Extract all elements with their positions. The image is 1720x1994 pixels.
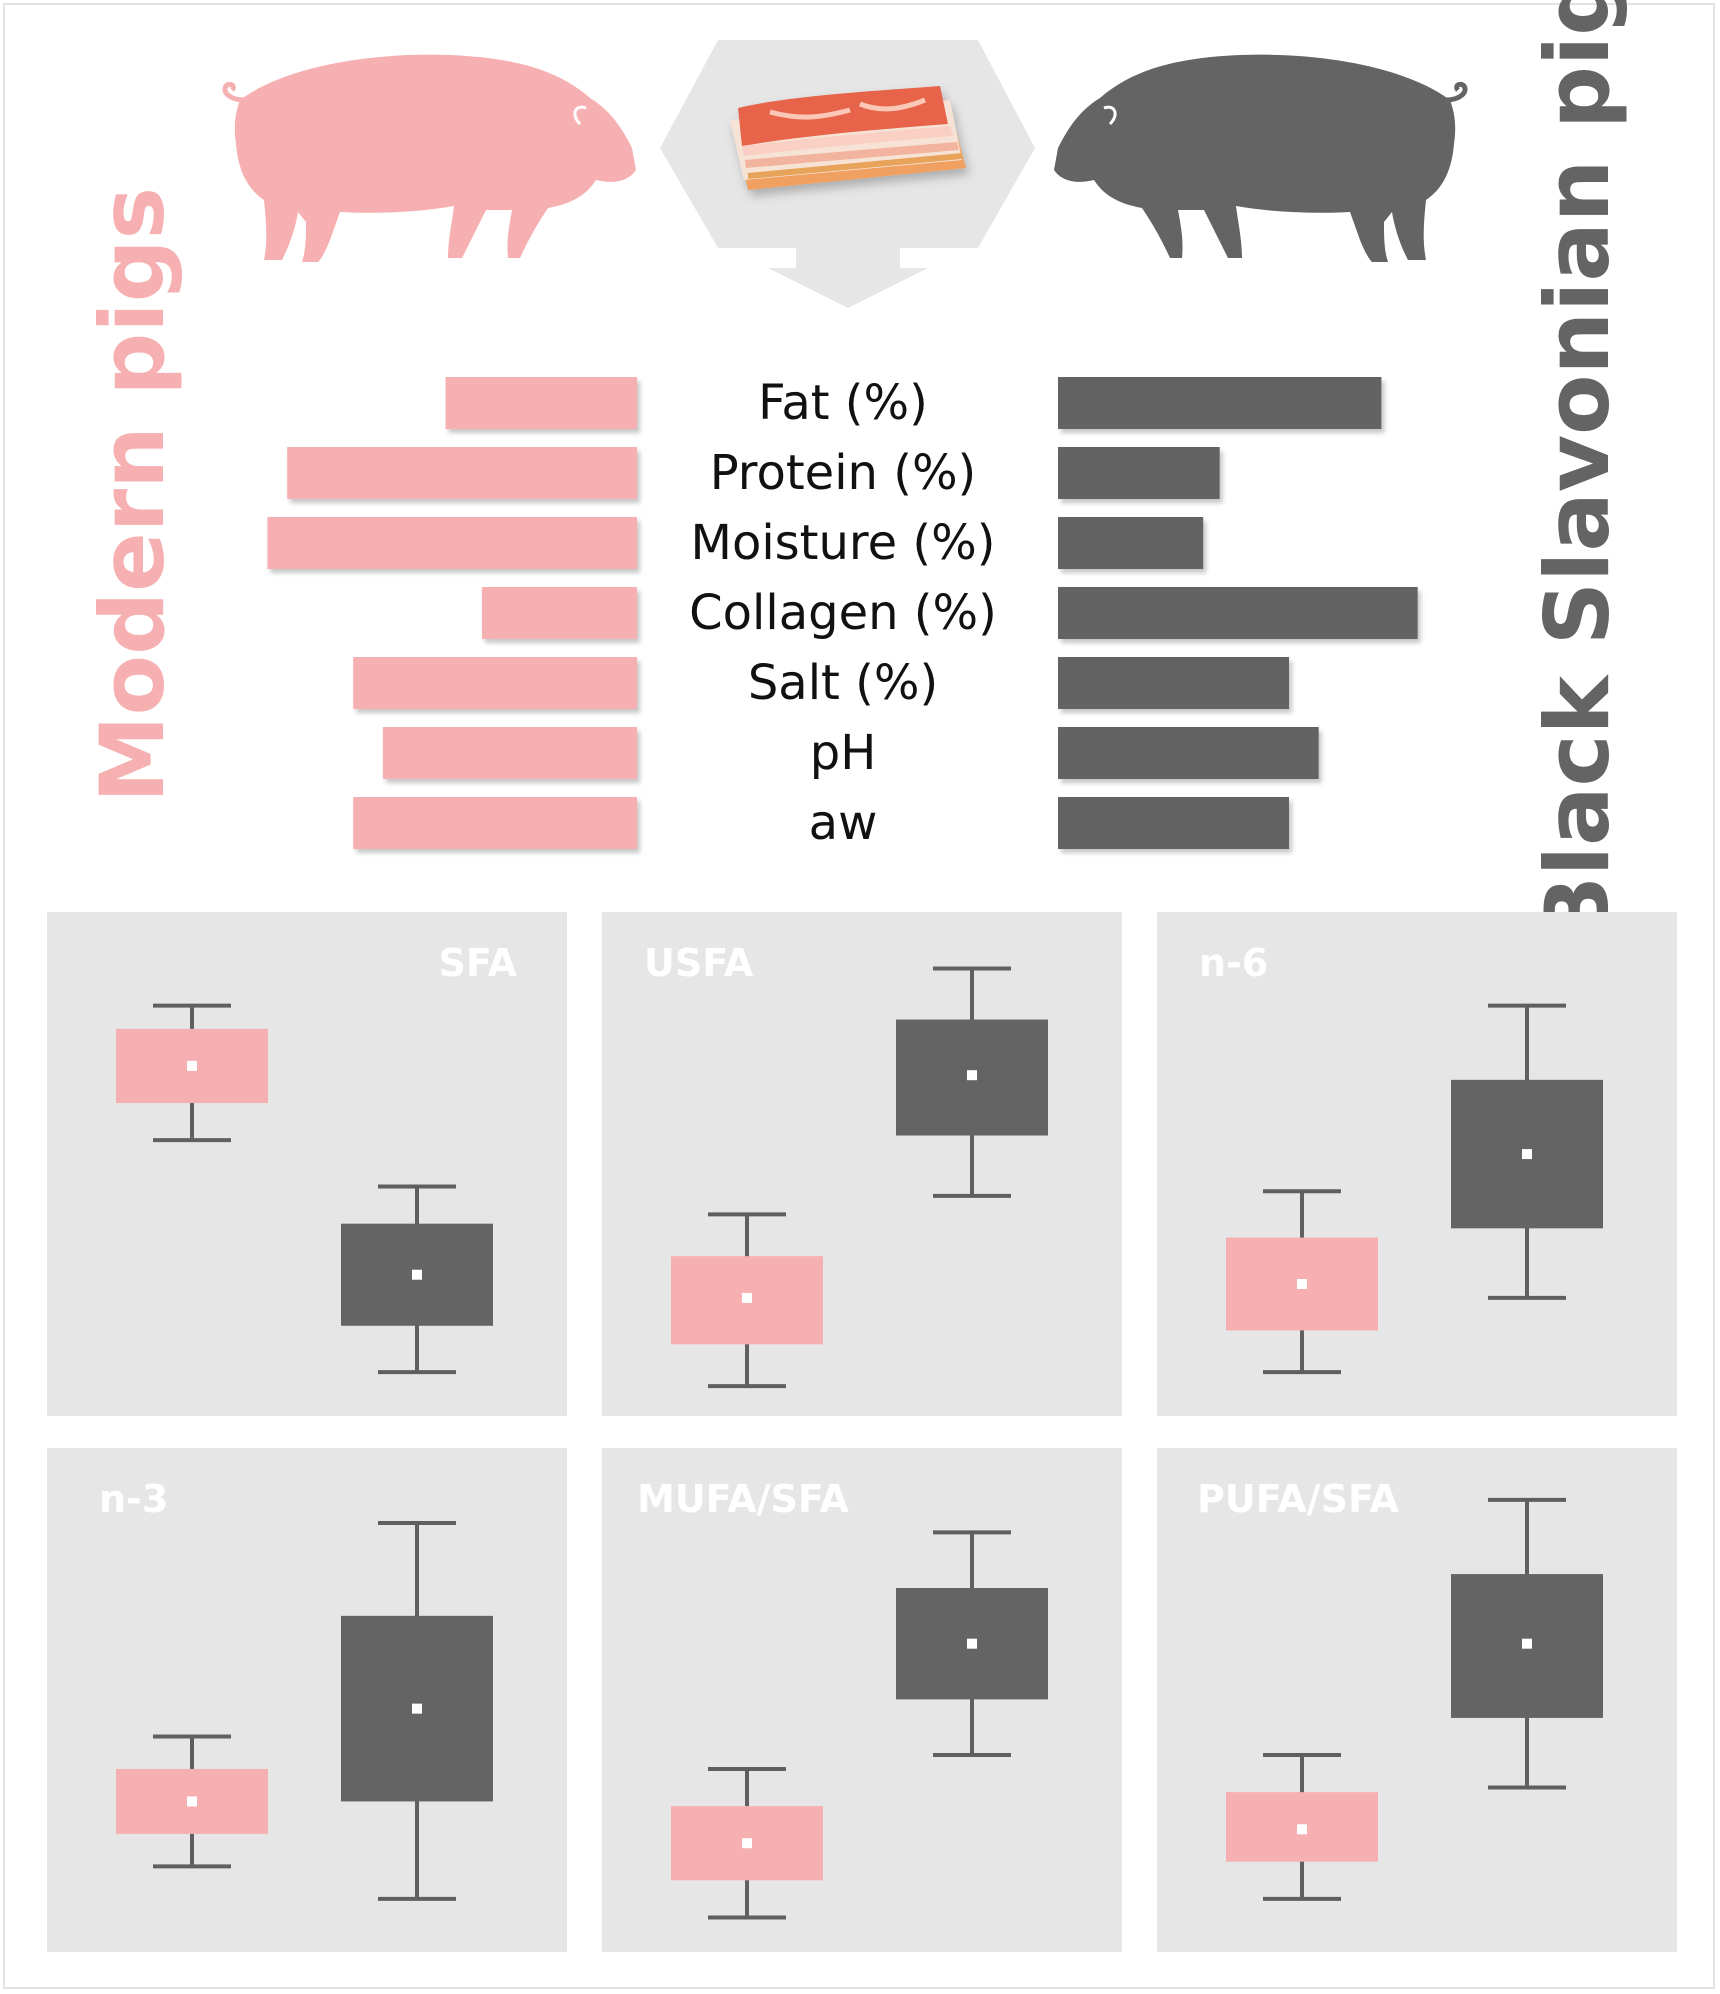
black-slavonian-label: Black Slavonian pig [1526,0,1629,943]
bar-black-slavonian [1058,657,1289,709]
median-marker [1522,1638,1532,1649]
median-marker [412,1269,422,1280]
panel-title: MUFA/SFA [637,1477,850,1521]
median-marker [1297,1824,1307,1835]
box-modern [1226,1753,1378,1901]
box-modern [116,1734,268,1869]
category-label: pH [810,725,877,781]
box-modern [116,1003,268,1143]
bar-modern [267,517,637,569]
bar-black-slavonian [1058,727,1319,779]
median-marker [1522,1149,1532,1160]
median-marker [1297,1279,1307,1289]
category-label: Salt (%) [748,655,938,711]
bar-black-slavonian [1058,517,1204,569]
boxplot-panel: n-3 [47,1448,567,1952]
median-marker [967,1070,977,1081]
category-label: Fat (%) [758,375,928,431]
category-label: Moisture (%) [691,515,996,571]
boxplot-panel: MUFA/SFA [602,1448,1122,1952]
category-label: Protein (%) [710,445,977,501]
category-label: aw [809,795,878,851]
boxplot-panel: USFA [602,912,1122,1416]
box-modern [671,1766,823,1920]
bar-modern [382,727,637,779]
median-marker [967,1638,977,1649]
bar-black-slavonian [1058,797,1289,849]
bar-modern [353,797,637,849]
panel-background [47,912,567,1416]
bar-black-slavonian [1058,377,1382,429]
median-marker [187,1060,197,1071]
bar-modern [353,657,637,709]
median-marker [187,1796,197,1807]
butterfly-bar-chart: Fat (%) Protein (%) Moisture (%) Collagen (… [267,375,1418,851]
panel-title: n-6 [1199,941,1268,985]
bar-modern [481,587,637,639]
median-marker [742,1838,752,1849]
panel-title: PUFA/SFA [1197,1477,1400,1521]
bar-modern [287,447,637,499]
boxplot-panels: SFA USFA n-6 n-3 MUFA/SFA PUFA/SFA [47,912,1677,1952]
boxplot-panel: PUFA/SFA [1157,1448,1677,1952]
modern-pigs-label: Modern pigs [81,187,184,803]
box-black-slavonian [1451,1497,1603,1790]
panel-title: USFA [644,941,754,985]
median-marker [412,1703,422,1714]
box-black-slavonian [896,1530,1048,1758]
pig-icon [1054,54,1468,262]
boxplot-panel: n-6 [1157,912,1677,1416]
box-modern [671,1212,823,1389]
bar-black-slavonian [1058,447,1220,499]
box-modern [1226,1189,1378,1375]
box-black-slavonian [1451,1003,1603,1300]
boxplot-panel: SFA [47,912,567,1416]
panel-title: SFA [439,941,518,985]
box-black-slavonian [341,1521,493,1901]
bar-black-slavonian [1058,587,1418,639]
box-black-slavonian [896,966,1048,1198]
panel-title: n-3 [99,1477,168,1521]
meat-icon [730,86,966,190]
box-black-slavonian [341,1184,493,1375]
pig-icon [222,54,637,262]
median-marker [742,1292,752,1303]
bar-modern [445,377,637,429]
category-label: Collagen (%) [689,585,997,641]
